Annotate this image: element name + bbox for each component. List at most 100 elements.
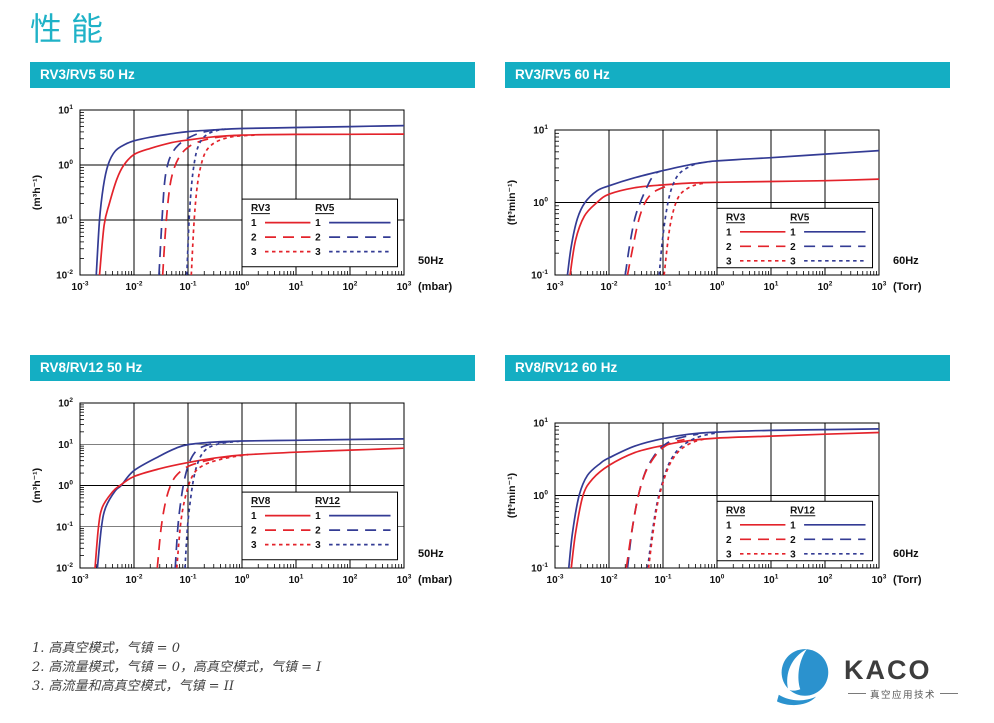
svg-text:100: 100 xyxy=(533,197,548,210)
svg-text:2: 2 xyxy=(726,535,732,546)
grid xyxy=(554,422,880,569)
svg-text:1: 1 xyxy=(315,218,321,229)
axis-labels: 10-3 10-2 10-1 100 101 102 103 10-1 100 101 (ft³mi… xyxy=(506,417,922,586)
series-RV12-2 xyxy=(174,440,234,569)
legend-col1-header: RV8 xyxy=(726,505,746,516)
svg-text:103: 103 xyxy=(872,281,887,294)
footnote-3: 3. 高流量和高真空模式，气镇 = II xyxy=(32,679,234,694)
svg-text:10-1: 10-1 xyxy=(56,521,73,534)
svg-text:10-3: 10-3 xyxy=(547,281,564,294)
x-axis-unit: (mbar) xyxy=(418,281,453,293)
svg-text:10-1: 10-1 xyxy=(531,562,548,575)
footnotes: 1. 高真空模式，气镇 = 0 2. 高流量模式，气镇 = 0，高真空模式，气镇… xyxy=(32,639,321,696)
svg-text:10-1: 10-1 xyxy=(56,214,73,227)
legend-col2-header: RV5 xyxy=(315,203,335,214)
footnote-2: 2. 高流量模式，气镇 = 0，高真空模式，气镇 = I xyxy=(32,660,322,675)
svg-text:2: 2 xyxy=(315,233,321,244)
panel-header-rv8-rv12-60hz: RV8/RV12 60 Hz xyxy=(505,355,950,381)
chart-rv8-rv12-60hz: 10-3 10-2 10-1 100 101 102 103 10-1 100 101 (ft³mi… xyxy=(506,417,922,586)
svg-text:101: 101 xyxy=(533,124,548,137)
series-RV8-1 xyxy=(94,447,405,569)
svg-text:100: 100 xyxy=(235,281,250,294)
panel-rv3-rv5-50hz: RV3/RV5 50 Hz 10-3 10-2 10-1 100 101 102 103 10… xyxy=(30,62,475,309)
series-RV8-3 xyxy=(647,437,708,569)
svg-text:2: 2 xyxy=(790,535,796,546)
logo-name: KACO xyxy=(844,654,932,685)
svg-text:10-2: 10-2 xyxy=(601,281,618,294)
series-RV5-1 xyxy=(95,124,405,276)
svg-text:1: 1 xyxy=(251,218,257,229)
legend-col1-header: RV3 xyxy=(726,212,746,223)
page-title: 性能 xyxy=(30,10,113,48)
series-RV3-2 xyxy=(161,134,237,276)
frequency-label: 50Hz xyxy=(418,255,444,267)
logo-subtitle-text: 真空应用技术 xyxy=(870,689,937,701)
svg-text:100: 100 xyxy=(710,574,725,587)
panel-rv3-rv5-60hz: RV3/RV5 60 Hz 10-3 10-2 10-1 100 101 102 103 10… xyxy=(505,62,950,309)
frequency-label: 60Hz xyxy=(893,548,919,560)
kaco-logo-mark-icon xyxy=(776,649,829,706)
svg-text:10-3: 10-3 xyxy=(72,574,89,587)
svg-text:101: 101 xyxy=(764,574,779,587)
svg-text:100: 100 xyxy=(58,480,73,493)
svg-text:10-3: 10-3 xyxy=(547,574,564,587)
svg-text:100: 100 xyxy=(533,490,548,503)
y-axis-label: (ft³min⁻¹) xyxy=(506,180,518,225)
legend: RV8 RV12 1 1 2 2 3 3 xyxy=(241,491,399,561)
frequency-label: 50Hz xyxy=(418,548,444,560)
series-RV12-3 xyxy=(184,440,240,569)
series-RV5-3 xyxy=(658,161,706,276)
svg-text:1: 1 xyxy=(790,520,796,531)
svg-text:103: 103 xyxy=(397,574,412,587)
svg-text:1: 1 xyxy=(726,227,732,238)
svg-text:1: 1 xyxy=(790,227,796,238)
series-group xyxy=(567,428,880,569)
svg-text:10-2: 10-2 xyxy=(126,281,143,294)
footnote-1: 1. 高真空模式，气镇 = 0 xyxy=(32,641,180,656)
series-group xyxy=(94,438,405,569)
minor-ticks xyxy=(555,425,877,568)
series-RV5-1 xyxy=(566,149,880,276)
svg-text:3: 3 xyxy=(251,247,257,258)
legend-col2-header: RV5 xyxy=(790,212,810,223)
legend-col2-header: RV12 xyxy=(315,496,340,507)
legend-col1-header: RV8 xyxy=(251,496,271,507)
svg-text:1: 1 xyxy=(251,511,257,522)
svg-text:1: 1 xyxy=(315,511,321,522)
svg-text:101: 101 xyxy=(58,104,73,117)
svg-text:103: 103 xyxy=(397,281,412,294)
logo-subtitle: 真空应用技术 xyxy=(844,687,962,701)
panel-rv8-rv12-50hz: RV8/RV12 50 Hz 10-3 10-2 10-1 100 101 102 103 1… xyxy=(30,355,475,602)
series-RV5-2 xyxy=(158,128,224,276)
kaco-logo: KACO 真空应用技术 xyxy=(776,646,962,710)
frequency-label: 60Hz xyxy=(893,255,919,267)
series-RV3-1 xyxy=(569,178,880,276)
svg-text:102: 102 xyxy=(818,574,833,587)
svg-text:102: 102 xyxy=(343,574,358,587)
svg-text:10-1: 10-1 xyxy=(180,281,197,294)
minor-ticks xyxy=(555,132,877,275)
series-RV8-3 xyxy=(175,453,249,569)
svg-text:101: 101 xyxy=(764,281,779,294)
svg-text:3: 3 xyxy=(790,256,796,267)
svg-text:1: 1 xyxy=(726,520,732,531)
logo-dash-left xyxy=(848,693,866,694)
x-axis-unit: (Torr) xyxy=(893,281,922,293)
y-axis-label: (ft³min⁻¹) xyxy=(506,473,518,518)
logo-text: KACO 真空应用技术 xyxy=(844,656,962,701)
svg-text:3: 3 xyxy=(726,549,732,560)
svg-text:2: 2 xyxy=(251,526,257,537)
chart-rv3-rv5-50hz: 10-3 10-2 10-1 100 101 102 10310-210-1100101(m… xyxy=(31,104,453,294)
svg-text:3: 3 xyxy=(726,256,732,267)
svg-text:3: 3 xyxy=(315,247,321,258)
y-axis-label: (m³h⁻¹) xyxy=(31,468,43,503)
svg-text:102: 102 xyxy=(58,397,73,410)
charts-grid: RV3/RV5 50 Hz 10-3 10-2 10-1 100 101 102 103 10… xyxy=(30,62,950,602)
legend-col1-header: RV3 xyxy=(251,203,271,214)
svg-text:10-1: 10-1 xyxy=(180,574,197,587)
series-group xyxy=(95,124,405,276)
svg-text:10-3: 10-3 xyxy=(72,281,89,294)
series-RV5-2 xyxy=(624,170,661,276)
series-RV3-2 xyxy=(626,184,673,276)
svg-text:100: 100 xyxy=(710,281,725,294)
